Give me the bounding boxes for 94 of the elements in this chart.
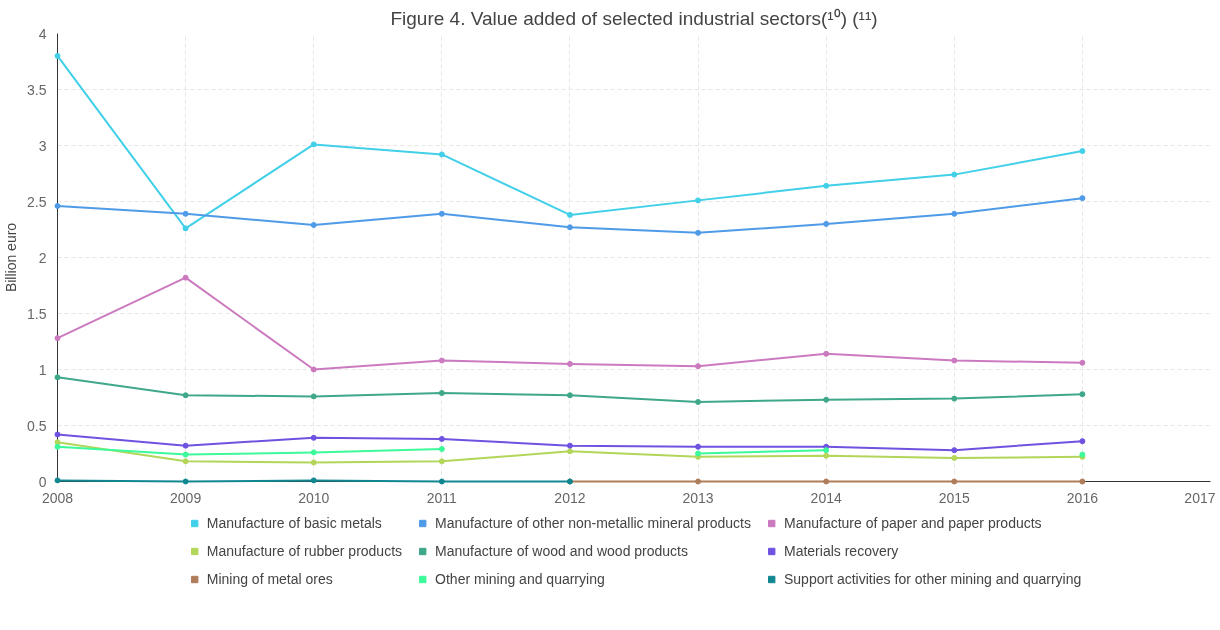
point [951, 171, 958, 178]
point [695, 478, 702, 485]
point [566, 360, 573, 367]
y-tick-label: 1 [38, 361, 47, 378]
y-tick-label: 1.5 [27, 305, 47, 322]
x-tick-label: 2015 [938, 489, 971, 506]
legend-label: Manufacture of basic metals [206, 515, 382, 531]
y-tick-label: 4 [38, 25, 47, 42]
legend-label: Manufacture of wood and wood products [435, 543, 688, 559]
point [54, 202, 61, 209]
point [310, 434, 317, 441]
point [823, 396, 830, 403]
point [54, 374, 61, 381]
point [438, 478, 445, 485]
legend-label: Materials recovery [784, 543, 899, 559]
point [823, 350, 830, 357]
point [1079, 195, 1086, 202]
point [951, 210, 958, 217]
point [438, 435, 445, 442]
point [54, 477, 61, 484]
point [182, 451, 189, 458]
y-tick-label: 0 [38, 473, 47, 490]
y-tick-label: 3.5 [27, 81, 47, 98]
point [823, 220, 830, 227]
point [566, 448, 573, 455]
point [695, 197, 702, 204]
x-tick-label: 2009 [170, 489, 202, 506]
x-tick-label: 2014 [810, 489, 842, 506]
point [823, 447, 830, 454]
point [438, 390, 445, 397]
point [1079, 391, 1086, 398]
point [438, 446, 445, 453]
point [54, 439, 61, 446]
point [1079, 359, 1086, 366]
point [1079, 438, 1086, 445]
point [951, 395, 958, 402]
point [310, 449, 317, 456]
point [310, 393, 317, 400]
point [438, 458, 445, 465]
x-tick-label: 2013 [682, 489, 714, 506]
point [566, 224, 573, 231]
point [54, 335, 61, 342]
y-axis-title: Billion euro [3, 222, 20, 293]
point [951, 357, 958, 364]
point [182, 274, 189, 281]
point [695, 398, 702, 405]
point [182, 225, 189, 232]
legend-label: Manufacture of paper and paper products [784, 515, 1042, 531]
point [695, 229, 702, 236]
legend-label: Manufacture of other non-metallic mineral products [435, 515, 751, 531]
point [182, 210, 189, 217]
point [823, 478, 830, 485]
y-tick-label: 0.5 [27, 417, 47, 434]
point [1079, 148, 1086, 155]
point [310, 459, 317, 466]
y-tick-label: 3 [38, 137, 47, 154]
point [566, 211, 573, 218]
point [951, 447, 958, 454]
legend-label: Support activities for other mining and quarrying [784, 571, 1082, 587]
point [438, 210, 445, 217]
x-tick-label: 2010 [298, 489, 330, 506]
point [310, 366, 317, 373]
x-tick-label: 2016 [1066, 489, 1099, 506]
point [695, 363, 702, 370]
x-tick-label: 2011 [426, 489, 458, 506]
point [566, 442, 573, 449]
point [54, 443, 61, 450]
point [310, 222, 317, 229]
x-tick-label: 2012 [554, 489, 586, 506]
point [951, 454, 958, 461]
x-tick-label: 2017 [1184, 489, 1216, 506]
y-tick-label: 2.5 [27, 193, 47, 210]
chart-title: Figure 4. Value added of selected industrial sectors(¹⁰) (¹¹) [390, 7, 878, 29]
point [310, 141, 317, 148]
point [438, 357, 445, 364]
legend-label: Manufacture of rubber products [206, 543, 403, 559]
point [54, 52, 61, 59]
legend-label: Other mining and quarrying [435, 571, 605, 587]
point [823, 452, 830, 459]
point [951, 478, 958, 485]
point [182, 442, 189, 449]
x-tick-label: 2008 [41, 489, 74, 506]
point [310, 477, 317, 484]
point [695, 443, 702, 450]
point [823, 182, 830, 189]
point [438, 151, 445, 158]
point [566, 392, 573, 399]
point [54, 431, 61, 438]
point [1079, 478, 1086, 485]
y-tick-label: 2 [38, 249, 47, 266]
point [182, 458, 189, 465]
point [182, 392, 189, 399]
point [182, 478, 189, 485]
legend-label: Mining of metal ores [206, 571, 333, 587]
